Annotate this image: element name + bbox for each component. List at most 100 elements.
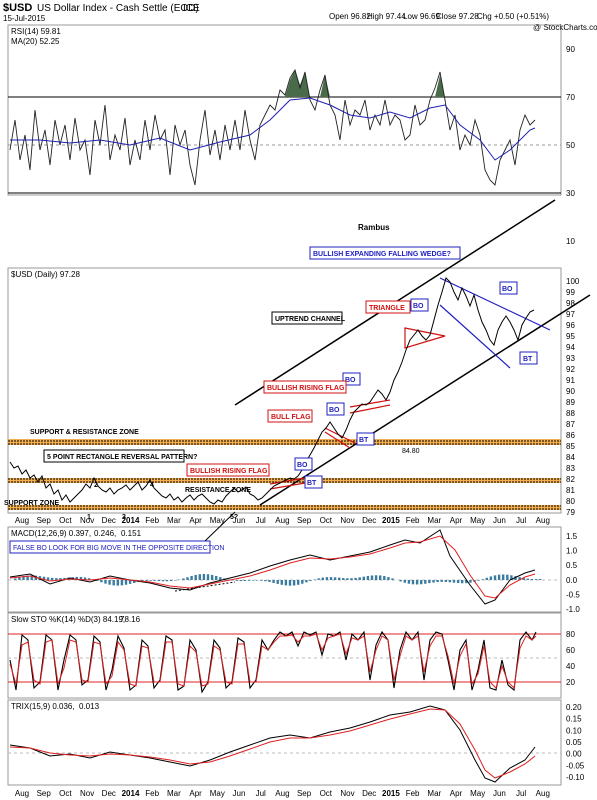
bt-label-3: BT — [307, 480, 317, 487]
level-8480-label: 84.80 — [402, 448, 420, 455]
macd-hist-bar — [526, 578, 529, 580]
macd-hist-bar — [116, 580, 119, 586]
macd-hist-bar — [333, 577, 337, 580]
macd-hist-bar — [128, 580, 132, 584]
sto-label: Slow STO %K(14) %D(3) 84.19, — [11, 615, 125, 624]
macd-hist-bar — [493, 575, 497, 580]
bull-flag-annotation: BULL FLAG — [271, 414, 311, 421]
bo-label-5: BO — [297, 462, 308, 469]
point-4-label: 4 — [150, 482, 154, 489]
uptrend-channel-lower — [259, 294, 591, 506]
macd-hist-bar — [366, 576, 370, 580]
price-tick: 94 — [566, 343, 575, 352]
month-label: Feb — [145, 789, 159, 798]
macd-hist-bar — [79, 576, 83, 580]
macd-hist-bar — [145, 580, 148, 581]
macd-hist-bar — [383, 576, 386, 580]
price-tick: 99 — [566, 288, 575, 297]
trix-tick: 0.15 — [566, 715, 582, 724]
macd-hist-bar — [202, 574, 206, 580]
sto-k-line — [9, 630, 537, 694]
macd-hist-bar — [350, 578, 353, 580]
month-label: Mar — [427, 789, 441, 798]
month-label: Dec — [102, 516, 116, 525]
macd-hist-bar — [346, 578, 349, 580]
price-tick: 93 — [566, 354, 575, 363]
high-label: High 97.44 — [367, 12, 406, 21]
month-label: Jul — [516, 516, 526, 525]
month-label: Apr — [189, 789, 202, 798]
macd-hist-bar — [440, 580, 443, 582]
month-label: Nov — [340, 516, 354, 525]
macd-panel — [7, 526, 562, 613]
sto-d-line — [9, 633, 537, 690]
macd-hist-bar — [461, 580, 464, 584]
bo-label-1: BO — [413, 303, 424, 310]
macd-hist-bar — [206, 574, 210, 580]
instrument-name: US Dollar Index - Cash Settle (EOD) — [37, 3, 199, 14]
trix-signal-label: 0.013 — [79, 702, 100, 711]
watermark: @ StockCharts.com — [533, 23, 597, 32]
macd-hist-bar — [428, 580, 431, 584]
month-label: Oct — [59, 789, 72, 798]
macd-hist-bar — [251, 580, 255, 581]
macd-hist-bar — [108, 580, 111, 585]
trix-tick: 0.00 — [566, 750, 582, 759]
price-tick: 83 — [566, 464, 575, 473]
bo-label-3: BO — [345, 377, 356, 384]
macd-hist-bar — [354, 577, 357, 580]
month-label: 2014 — [122, 516, 140, 525]
rsi-tick: 50 — [566, 141, 575, 150]
macd-hist-bar — [215, 575, 218, 580]
bullish-rising-flag-annotation-1: BULLISH RISING FLAG — [267, 385, 345, 392]
trix-tick: 0.10 — [566, 726, 582, 735]
macd-hist-bar — [485, 577, 488, 580]
sr-zone-annotation: SUPPORT & RESISTANCE ZONE — [30, 429, 139, 436]
macd-hist-bar — [264, 580, 267, 582]
macd-tick: 0.0 — [566, 576, 578, 585]
low-label: Low 96.69 — [403, 12, 440, 21]
macd-hist-bar — [452, 580, 456, 583]
rsi-label: RSI(14) 59.81 — [11, 27, 61, 36]
month-label: Sep — [297, 789, 312, 798]
rsi-ma-label: MA(20) 52.25 — [11, 37, 60, 46]
macd-hist-bar — [133, 580, 136, 583]
month-label: Dec — [102, 789, 116, 798]
macd-hist-bar — [489, 576, 493, 580]
price-panel — [7, 267, 562, 514]
macd-hist-bar — [284, 580, 288, 586]
price-tick: 96 — [566, 321, 575, 330]
macd-hist-bar — [420, 580, 423, 585]
month-label: Apr — [450, 789, 463, 798]
month-label: Mar — [167, 516, 181, 525]
price-tick: 89 — [566, 398, 575, 407]
month-label: Mar — [167, 789, 181, 798]
macd-signal-label: 0.246, — [94, 529, 116, 538]
macd-hist-bar — [297, 580, 300, 585]
macd-hist-bar — [219, 577, 222, 580]
macd-hist-bar — [75, 576, 78, 580]
macd-hist-bar — [481, 579, 484, 580]
price-tick: 87 — [566, 420, 575, 429]
macd-tick: 1.0 — [566, 547, 578, 556]
month-label: Jun — [233, 789, 246, 798]
trix-tick: -0.10 — [566, 773, 585, 782]
macd-hist-bar — [169, 580, 173, 582]
month-label: Jun — [233, 516, 246, 525]
month-label: Jul — [256, 789, 266, 798]
macd-hist-bar — [104, 580, 107, 584]
macd-hist-bar — [18, 577, 21, 580]
close-label: Close 97.28 — [436, 12, 479, 21]
macd-hist-bar — [100, 580, 103, 583]
bo-label-4: BO — [329, 407, 340, 414]
exchange-label: ICE — [183, 3, 200, 14]
month-label: Jun — [493, 789, 506, 798]
month-label: May — [210, 789, 225, 798]
bullish-rising-flag-annotation-2: BULLISH RISING FLAG — [190, 468, 268, 475]
macd-hist-bar — [321, 577, 324, 580]
macd-hist-bar — [477, 580, 480, 581]
price-tick: 86 — [566, 431, 575, 440]
macd-line — [9, 529, 536, 605]
rsi-tick: 90 — [566, 45, 575, 54]
macd-hist-bar — [362, 576, 365, 580]
